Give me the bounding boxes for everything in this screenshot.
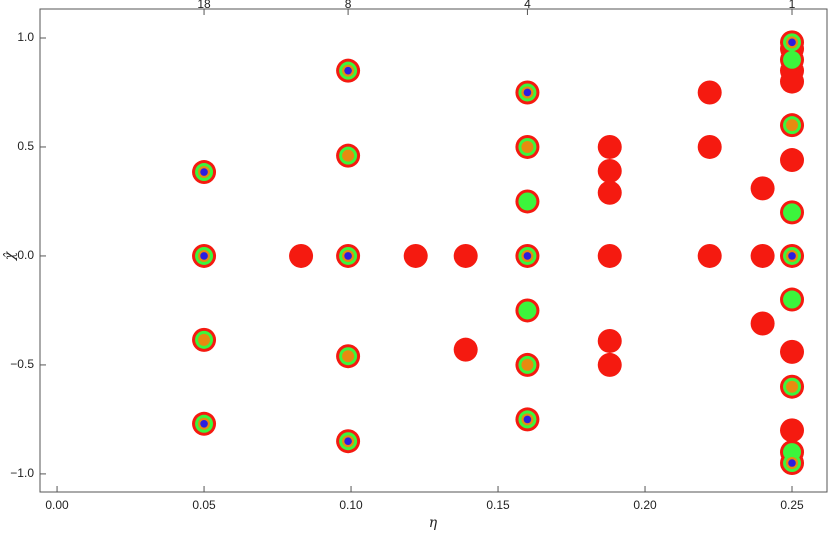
y-axis-label: χ̂ — [2, 250, 18, 261]
point — [597, 352, 622, 377]
y-tick-label: 1.0 — [17, 30, 34, 44]
point — [697, 134, 722, 159]
point — [786, 380, 799, 393]
x-tick-label: 0.10 — [339, 498, 363, 512]
point — [200, 168, 208, 176]
x2-tick-label: 18 — [197, 0, 211, 11]
point — [788, 459, 796, 467]
point — [344, 437, 352, 446]
x2-tick-label: 8 — [345, 0, 352, 11]
point — [750, 243, 775, 268]
point — [518, 301, 537, 320]
y-tick-label: −0.5 — [10, 357, 34, 371]
point — [750, 176, 775, 201]
point — [597, 158, 622, 183]
x-axis-label: η — [429, 515, 438, 531]
point — [289, 243, 314, 268]
x-tick-label: 0.15 — [486, 498, 510, 512]
point — [597, 180, 622, 205]
point — [780, 148, 805, 173]
plot-frame — [39, 8, 828, 493]
point — [344, 252, 352, 260]
point — [342, 149, 355, 162]
point — [523, 415, 532, 424]
x-tick-label: 0.25 — [780, 498, 804, 512]
point — [453, 243, 478, 268]
x2-tick-label: 1 — [789, 0, 796, 11]
x-tick-label: 0.20 — [633, 498, 657, 512]
point — [342, 350, 355, 363]
point — [200, 419, 208, 428]
x-tick-label: 0.05 — [192, 498, 216, 512]
y-tick-label: 0.5 — [17, 139, 34, 153]
point — [780, 339, 805, 364]
point — [453, 337, 478, 362]
point — [403, 243, 428, 268]
point — [523, 252, 532, 260]
point — [597, 328, 622, 353]
point — [521, 358, 534, 371]
point — [200, 252, 208, 260]
point — [783, 203, 802, 222]
y-tick-label: −1.0 — [10, 466, 34, 480]
x-tick-label: 0.00 — [45, 498, 69, 512]
point — [750, 311, 775, 336]
point — [344, 66, 352, 75]
point — [523, 88, 532, 97]
point — [786, 119, 799, 132]
point — [697, 80, 722, 105]
point — [783, 50, 802, 69]
point — [597, 243, 622, 268]
point — [783, 290, 802, 309]
point — [780, 418, 805, 443]
point — [198, 333, 211, 346]
y-tick-label: 0.0 — [17, 248, 34, 262]
point — [788, 38, 796, 47]
point — [521, 140, 534, 153]
point — [788, 252, 796, 260]
point — [597, 134, 622, 159]
point — [780, 69, 805, 94]
point — [697, 243, 722, 268]
point — [518, 192, 537, 211]
x2-tick-label: 4 — [524, 0, 531, 11]
